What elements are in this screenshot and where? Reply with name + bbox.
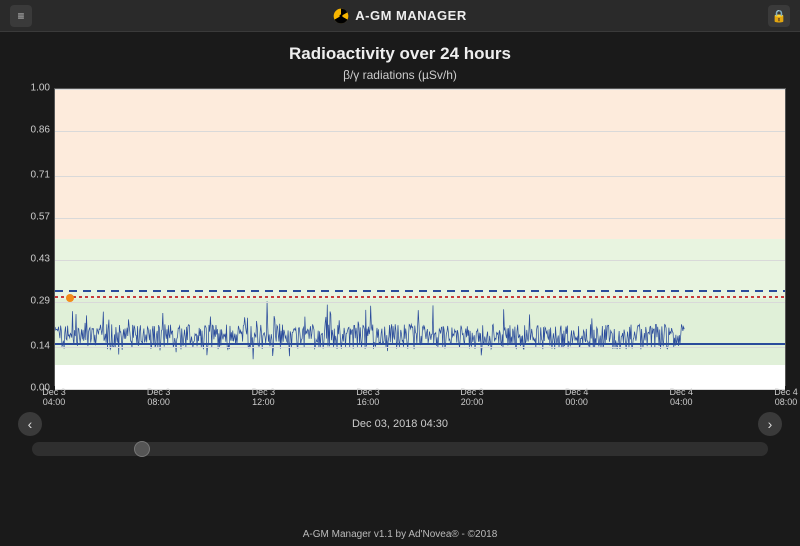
lock-button[interactable]: 🔒 xyxy=(768,5,790,27)
chart-title: Radioactivity over 24 hours xyxy=(14,44,786,64)
prev-button[interactable]: ‹ xyxy=(18,412,42,436)
content: Radioactivity over 24 hours β/γ radiatio… xyxy=(0,32,800,456)
y-tick-label: 1.00 xyxy=(31,83,50,94)
x-axis: Dec 304:00Dec 308:00Dec 312:00Dec 316:00… xyxy=(54,388,786,410)
y-tick-label: 0.86 xyxy=(31,125,50,136)
chevron-right-icon: › xyxy=(768,416,773,432)
chart-area: 0.000.140.290.430.570.710.861.00 Dec 304… xyxy=(14,88,786,410)
y-axis: 0.000.140.290.430.570.710.861.00 xyxy=(14,88,54,388)
header-center: A-GM MANAGER xyxy=(333,8,466,24)
y-tick-label: 0.29 xyxy=(31,296,50,307)
x-tick-label: Dec 304:00 xyxy=(42,388,66,408)
slider-thumb[interactable] xyxy=(134,441,150,457)
x-tick-label: Dec 316:00 xyxy=(356,388,380,408)
x-tick-label: Dec 400:00 xyxy=(565,388,589,408)
y-tick-label: 0.14 xyxy=(31,341,50,352)
chart-subtitle: β/γ radiations (µSv/h) xyxy=(14,68,786,82)
lock-icon: 🔒 xyxy=(772,9,787,23)
next-button[interactable]: › xyxy=(758,412,782,436)
x-tick-label: Dec 408:00 xyxy=(774,388,798,408)
radiation-icon xyxy=(333,8,349,24)
x-tick-label: Dec 320:00 xyxy=(460,388,484,408)
menu-icon: ≡ xyxy=(17,9,24,23)
app-header: ≡ A-GM MANAGER 🔒 xyxy=(0,0,800,32)
time-slider-row xyxy=(14,436,786,456)
y-tick-label: 0.57 xyxy=(31,212,50,223)
x-tick-label: Dec 308:00 xyxy=(147,388,171,408)
time-slider[interactable] xyxy=(32,442,768,456)
time-nav: ‹ Dec 03, 2018 04:30 › xyxy=(14,412,786,436)
y-tick-label: 0.43 xyxy=(31,254,50,265)
chevron-left-icon: ‹ xyxy=(28,416,33,432)
y-tick-label: 0.71 xyxy=(31,170,50,181)
plot-area xyxy=(54,88,786,386)
footer: A-GM Manager v1.1 by Ad'Novea® - ©2018 xyxy=(0,529,800,540)
current-timestamp: Dec 03, 2018 04:30 xyxy=(352,418,448,430)
menu-button[interactable]: ≡ xyxy=(10,5,32,27)
x-tick-label: Dec 404:00 xyxy=(670,388,694,408)
series-line xyxy=(55,89,785,385)
app-title: A-GM MANAGER xyxy=(355,8,466,23)
x-tick-label: Dec 312:00 xyxy=(252,388,276,408)
data-marker xyxy=(66,294,74,302)
footer-text: A-GM Manager v1.1 by Ad'Novea® - ©2018 xyxy=(303,529,498,540)
